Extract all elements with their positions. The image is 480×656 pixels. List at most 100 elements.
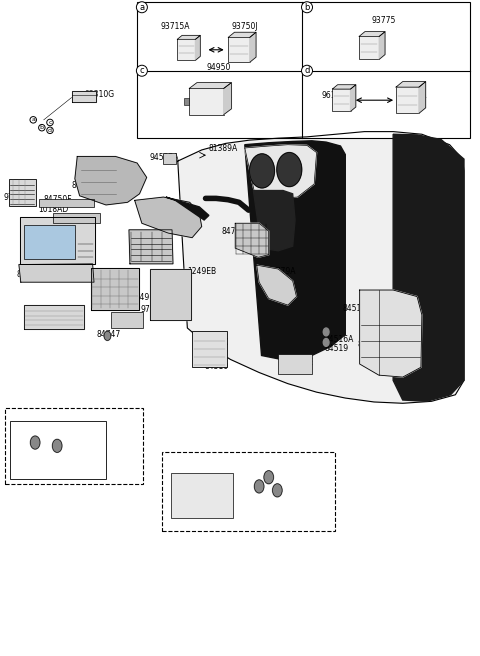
Text: b: b	[40, 125, 44, 130]
Circle shape	[323, 328, 329, 336]
Text: 84510: 84510	[204, 362, 228, 371]
Text: a: a	[139, 3, 144, 12]
Text: 84742A: 84742A	[93, 287, 122, 296]
Text: 93330R: 93330R	[35, 465, 65, 474]
Polygon shape	[19, 264, 94, 282]
Circle shape	[277, 153, 302, 186]
Text: 84716A: 84716A	[20, 241, 49, 250]
FancyBboxPatch shape	[177, 39, 195, 60]
Text: 93715A: 93715A	[161, 22, 190, 31]
Text: 84540B: 84540B	[138, 209, 167, 217]
Polygon shape	[379, 31, 385, 59]
Polygon shape	[224, 83, 231, 115]
Polygon shape	[245, 141, 345, 361]
Polygon shape	[396, 81, 426, 87]
Polygon shape	[253, 190, 295, 251]
Polygon shape	[129, 230, 173, 264]
Text: 93310G: 93310G	[84, 91, 115, 100]
Text: 84770M: 84770M	[222, 226, 252, 236]
Text: d: d	[48, 128, 52, 133]
Polygon shape	[91, 268, 140, 310]
Text: 93780A: 93780A	[397, 91, 427, 100]
Text: 93750J: 93750J	[231, 22, 258, 31]
Text: 97480: 97480	[3, 193, 27, 201]
Text: 1249EB: 1249EB	[130, 293, 159, 302]
Text: d: d	[304, 66, 310, 75]
FancyBboxPatch shape	[189, 89, 224, 115]
Polygon shape	[332, 85, 356, 89]
FancyBboxPatch shape	[111, 312, 144, 328]
Circle shape	[250, 154, 275, 188]
Text: 95430D: 95430D	[215, 505, 245, 514]
Text: 84743H: 84743H	[24, 314, 55, 323]
Polygon shape	[245, 145, 317, 198]
FancyBboxPatch shape	[53, 213, 100, 223]
Text: 93330L: 93330L	[32, 426, 60, 435]
Text: c: c	[48, 120, 52, 125]
Text: a: a	[31, 117, 35, 122]
Text: 97410B: 97410B	[144, 234, 173, 243]
Polygon shape	[359, 31, 385, 36]
FancyBboxPatch shape	[396, 87, 419, 113]
Polygon shape	[72, 91, 96, 102]
Polygon shape	[350, 85, 356, 112]
FancyBboxPatch shape	[228, 37, 250, 62]
FancyBboxPatch shape	[10, 421, 106, 479]
Text: 84741E: 84741E	[24, 304, 53, 314]
Text: 84747: 84747	[96, 330, 120, 339]
Polygon shape	[195, 35, 200, 60]
FancyBboxPatch shape	[170, 474, 233, 518]
FancyBboxPatch shape	[163, 153, 176, 165]
Text: 84830B: 84830B	[81, 170, 110, 178]
Text: 84516A: 84516A	[324, 335, 354, 344]
FancyBboxPatch shape	[24, 224, 75, 258]
Text: 93795: 93795	[63, 426, 87, 435]
Text: 84850: 84850	[72, 181, 96, 190]
Text: 93775: 93775	[372, 16, 396, 25]
Text: 84712C: 84712C	[93, 278, 122, 287]
Polygon shape	[228, 32, 256, 37]
Text: 84750F: 84750F	[44, 195, 72, 203]
Circle shape	[323, 338, 329, 346]
Text: 84850: 84850	[175, 483, 200, 491]
FancyBboxPatch shape	[162, 453, 335, 531]
Text: 84512G: 84512G	[343, 304, 373, 313]
Circle shape	[30, 436, 40, 449]
FancyBboxPatch shape	[184, 98, 189, 106]
Text: 1018AD: 1018AD	[38, 205, 68, 214]
FancyBboxPatch shape	[192, 331, 227, 367]
Text: 84178E: 84178E	[228, 466, 257, 475]
Polygon shape	[178, 132, 464, 403]
Text: (SEAT-FR(WITH HEATED)): (SEAT-FR(WITH HEATED))	[26, 413, 121, 422]
Text: c: c	[140, 66, 144, 75]
Circle shape	[104, 331, 111, 340]
Text: 85261C: 85261C	[199, 338, 228, 347]
Text: 84743F: 84743F	[16, 270, 45, 279]
Text: 84515E: 84515E	[284, 358, 313, 367]
Polygon shape	[250, 32, 256, 62]
Text: 81389A: 81389A	[209, 144, 238, 153]
FancyBboxPatch shape	[137, 2, 470, 138]
Polygon shape	[177, 35, 200, 39]
Text: 97490: 97490	[141, 305, 165, 314]
Circle shape	[52, 440, 62, 453]
FancyBboxPatch shape	[359, 36, 379, 59]
Text: 84743H: 84743H	[110, 443, 140, 451]
FancyBboxPatch shape	[39, 199, 94, 207]
Text: 1249EB: 1249EB	[187, 266, 216, 276]
FancyBboxPatch shape	[9, 178, 36, 206]
FancyBboxPatch shape	[4, 408, 144, 483]
Polygon shape	[419, 81, 426, 113]
Polygon shape	[235, 223, 269, 257]
Text: 1249EA: 1249EA	[217, 495, 246, 504]
Circle shape	[264, 471, 274, 483]
Polygon shape	[75, 157, 147, 205]
FancyBboxPatch shape	[278, 354, 312, 374]
Text: 84550F: 84550F	[116, 314, 144, 323]
Polygon shape	[24, 305, 84, 329]
Polygon shape	[135, 197, 202, 237]
Polygon shape	[360, 290, 422, 377]
Text: 84779A: 84779A	[266, 267, 296, 276]
Circle shape	[273, 483, 282, 497]
Polygon shape	[393, 134, 464, 401]
